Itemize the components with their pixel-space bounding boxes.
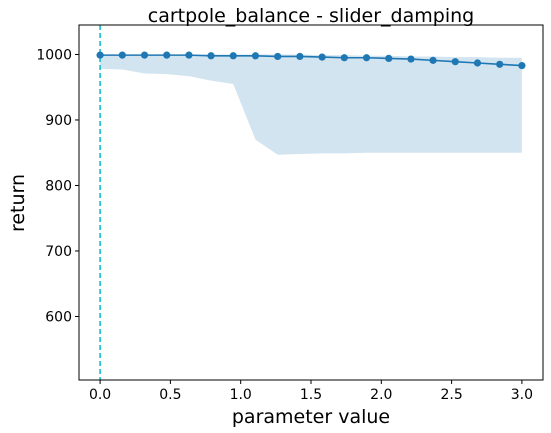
data-point — [96, 51, 104, 59]
confidence-band — [100, 54, 522, 155]
series-line — [100, 54, 522, 67]
x-axis: 0.0 0.5 1.0 1.5 2.0 2.5 3.0 — [89, 380, 533, 403]
x-tick-label: 2.0 — [370, 387, 392, 403]
data-point — [163, 51, 171, 59]
data-point — [140, 51, 149, 59]
x-tick-label: 1.0 — [230, 387, 252, 403]
x-tick-label: 0.0 — [89, 387, 111, 403]
data-point — [207, 52, 215, 60]
data-point — [385, 54, 393, 63]
y-tick-label: 800 — [45, 178, 72, 194]
data-point — [296, 52, 304, 61]
data-point — [407, 55, 415, 63]
data-point — [362, 54, 371, 62]
data-point — [185, 51, 193, 59]
x-tick-label: 1.5 — [300, 387, 322, 403]
y-tick-label: 1000 — [36, 47, 72, 63]
y-tick-label: 700 — [45, 244, 72, 260]
x-tick-label: 0.5 — [159, 387, 181, 403]
x-axis-label: parameter value — [232, 406, 390, 428]
y-tick-label: 900 — [45, 113, 72, 129]
x-tick-label: 2.5 — [440, 387, 462, 403]
chart-title: cartpole_balance - slider_damping — [148, 5, 474, 27]
data-point — [518, 62, 526, 70]
data-point — [496, 60, 504, 68]
y-axis-label: return — [7, 174, 29, 232]
x-tick-label: 3.0 — [511, 387, 533, 403]
plot-area — [96, 25, 526, 380]
y-tick-label: 600 — [45, 309, 72, 325]
data-point — [251, 52, 260, 60]
data-point — [429, 56, 437, 64]
y-axis: 600 700 800 900 1000 — [36, 47, 79, 325]
data-point — [318, 53, 326, 61]
data-point — [229, 52, 237, 60]
data-point — [473, 59, 482, 67]
data-point — [340, 54, 348, 62]
data-point — [118, 51, 126, 59]
data-point — [451, 58, 459, 66]
data-point — [274, 52, 282, 61]
